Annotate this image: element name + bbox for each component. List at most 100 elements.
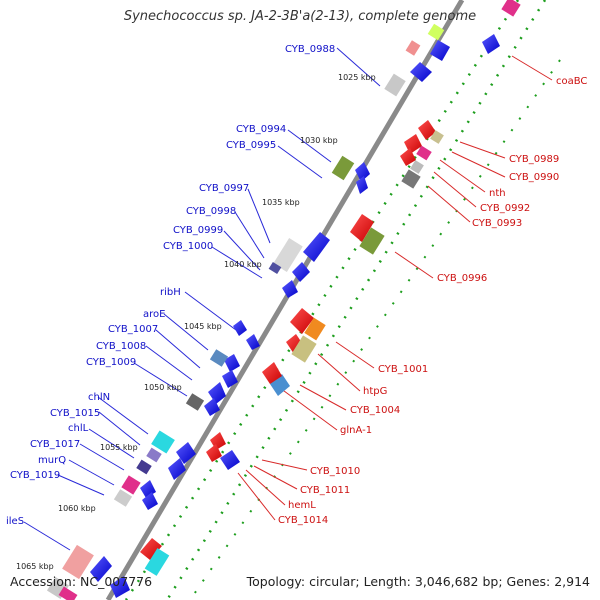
label-cyb-0988: CYB_0988 xyxy=(285,44,335,55)
label-cyb-1017: CYB_1017 xyxy=(30,439,80,450)
label-cyb-1009: CYB_1009 xyxy=(86,357,136,368)
dotted-track-right xyxy=(165,0,547,600)
gene-cyb-1015 xyxy=(146,447,162,463)
label-cyb-1010: CYB_1010 xyxy=(310,466,360,477)
gene-cyb-1009 xyxy=(222,370,238,388)
label-coaBC: coaBC xyxy=(556,76,587,87)
label-cyb-1007: CYB_1007 xyxy=(108,324,158,335)
kbp-1045: 1045 kbp xyxy=(184,322,222,331)
kbp-scale-labels: 1025 kbp 1030 kbp 1035 kbp 1040 kbp 1045… xyxy=(16,73,376,571)
gene-forward xyxy=(168,458,186,480)
label-cyb-1011: CYB_1011 xyxy=(300,485,350,496)
gene-cyb-0996 xyxy=(350,214,374,242)
kbp-1055: 1055 kbp xyxy=(100,443,138,452)
left-colored-genes xyxy=(46,40,421,600)
label-cyb-0996: CYB_0996 xyxy=(437,273,487,284)
gene-cyb-0992 xyxy=(410,160,424,174)
kbp-1030: 1030 kbp xyxy=(300,136,338,145)
gene-ribH xyxy=(233,320,247,336)
gene-cyb-1008 xyxy=(224,354,240,372)
gene-glnA-1 xyxy=(262,362,282,384)
gene-cyb-1001 xyxy=(290,308,314,334)
label-cyb-0995: CYB_0995 xyxy=(226,140,276,151)
right-leader-lines xyxy=(237,55,553,521)
gene-ileS xyxy=(90,556,112,582)
label-cyb-0990: CYB_0990 xyxy=(509,172,559,183)
gene-pink xyxy=(405,40,421,56)
gene-pink xyxy=(501,0,521,17)
label-ileS: ileS xyxy=(6,516,24,527)
label-cyb-1014: CYB_1014 xyxy=(278,515,328,526)
gene-cyb-0999-box xyxy=(268,261,282,275)
gene-cyb-1010 xyxy=(210,432,226,450)
label-cyb-0997: CYB_0997 xyxy=(199,183,249,194)
right-gene-labels: coaBC CYB_0989 CYB_0990 nth CYB_0992 CYB… xyxy=(278,76,587,526)
topology-text: Topology: circular; Length: 3,046,682 bp… xyxy=(246,574,590,589)
genome-backbone xyxy=(105,0,465,600)
label-murQ: murQ xyxy=(38,455,66,466)
gene-cyb-0996-box xyxy=(359,227,385,255)
gene-cyb-0989 xyxy=(418,120,436,140)
gene-chlN xyxy=(151,430,175,454)
gene-dark-grey xyxy=(185,393,205,411)
gene-cyb-1019 xyxy=(113,489,133,507)
label-aroE: aroE xyxy=(143,309,165,320)
gene-ileS-box xyxy=(62,544,94,580)
label-cyb-1001: CYB_1001 xyxy=(378,364,428,375)
gene-cyb-1017 xyxy=(121,475,141,495)
gene-lime xyxy=(427,23,445,41)
gene-cyb-1014 xyxy=(206,444,222,462)
label-cyb-1019: CYB_1019 xyxy=(10,470,60,481)
forward-strand-genes xyxy=(90,34,500,598)
label-cyb-0998: CYB_0998 xyxy=(186,206,236,217)
map-title: Synechococcus sp. JA-2-3B'a(2-13), compl… xyxy=(123,9,477,24)
gene-cyb-0995 xyxy=(356,176,368,194)
gene-forward xyxy=(208,382,226,404)
gene-khaki xyxy=(430,130,444,144)
gene-cyb-1011 xyxy=(220,450,240,470)
kbp-1050: 1050 kbp xyxy=(144,383,182,392)
gene-pink xyxy=(58,586,78,600)
label-cyb-0994: CYB_0994 xyxy=(236,124,286,135)
accession-text: Accession: NC_007776 xyxy=(10,574,153,589)
gene-chlL xyxy=(176,442,196,464)
label-hemL: hemL xyxy=(288,500,316,511)
kbp-1060: 1060 kbp xyxy=(58,504,96,513)
label-cyb-0999: CYB_0999 xyxy=(173,225,223,236)
dotted-track-left xyxy=(124,0,520,600)
gene-cyb-1007 xyxy=(209,349,229,367)
reverse-strand-genes xyxy=(140,0,521,576)
gene-chlL-box xyxy=(136,459,152,475)
gene-nth xyxy=(400,148,416,166)
label-cyb-1015: CYB_1015 xyxy=(50,408,100,419)
gene-cyb-0988 xyxy=(410,62,432,82)
kbp-1035: 1035 kbp xyxy=(262,198,300,207)
label-glnA-1: glnA-1 xyxy=(340,425,372,436)
kbp-1025: 1025 kbp xyxy=(338,73,376,82)
label-chlL: chlL xyxy=(68,423,89,434)
gene-forward xyxy=(430,40,450,61)
left-gene-labels: CYB_0988 CYB_0994 CYB_0995 CYB_0997 CYB_… xyxy=(6,44,335,527)
gene-htpG xyxy=(291,335,317,363)
label-cyb-0992: CYB_0992 xyxy=(480,203,530,214)
gene-forward xyxy=(482,34,500,54)
gene-cyb-1000 xyxy=(282,280,298,298)
kbp-1065: 1065 kbp xyxy=(16,562,54,571)
gene-pink xyxy=(416,145,432,161)
label-ribH: ribH xyxy=(160,287,181,298)
label-cyb-1008: CYB_1008 xyxy=(96,341,146,352)
gene-cyb-1004 xyxy=(270,374,290,396)
gene-cyb-0999 xyxy=(292,262,310,282)
gene-reverse xyxy=(140,538,162,560)
left-leader-lines xyxy=(23,47,381,551)
label-cyb-0993: CYB_0993 xyxy=(472,218,522,229)
label-cyb-0989: CYB_0989 xyxy=(509,154,559,165)
gene-forward xyxy=(204,398,220,416)
gene-aroE xyxy=(246,334,260,350)
label-cyb-1000: CYB_1000 xyxy=(163,241,213,252)
gene-cyb-0990 xyxy=(404,134,422,154)
gene-cyb-0993 xyxy=(401,169,421,189)
kbp-1040: 1040 kbp xyxy=(224,260,262,269)
gene-cyb-0994 xyxy=(355,162,370,182)
